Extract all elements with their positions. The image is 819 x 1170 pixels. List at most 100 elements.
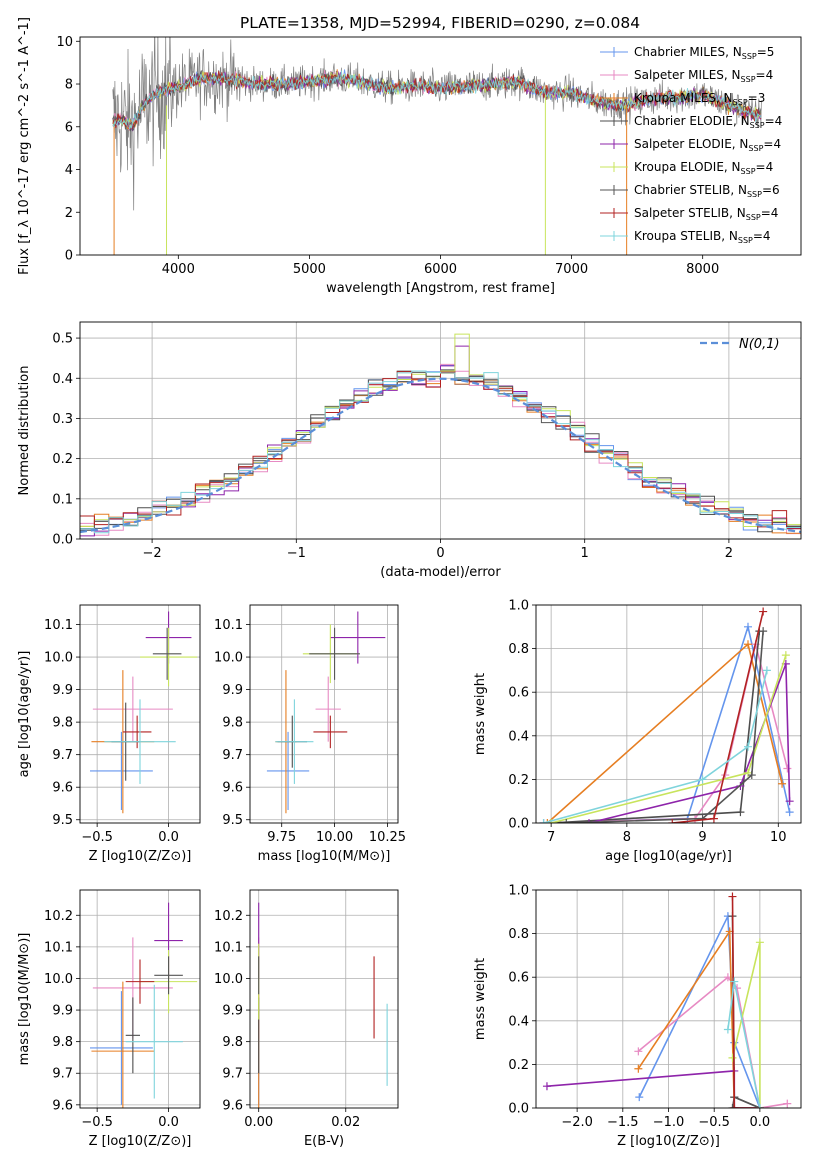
x-tick-label: −0.5: [698, 1115, 730, 1130]
x-tick-label: 4000: [162, 262, 195, 277]
legend-label-eq: =6: [762, 183, 780, 197]
weight-marker-kroupa_miles: [744, 640, 752, 649]
y-tick-label: 10.0: [44, 651, 73, 666]
weight-marker-kroupa_stelib: [762, 666, 771, 675]
weight-marker-salpeter_stelib: [759, 607, 768, 616]
weight-marker-chabrier_stelib: [728, 1104, 737, 1108]
x-tick-label: 7: [547, 830, 555, 845]
y-tick-label: 0.3: [52, 412, 73, 427]
x-axis-label: Z [log10(Z/Z⊙)]: [89, 849, 192, 864]
weight-marker-kroupa_stelib: [539, 819, 548, 823]
y-tick-label: 9.6: [52, 781, 73, 796]
x-tick-label: −2.0: [561, 1115, 593, 1130]
plot-area-age_vs_Z: [90, 611, 198, 814]
legend-label-text: Kroupa MILES, N: [634, 91, 733, 105]
weight-marker-kroupa_miles: [634, 1064, 643, 1073]
x-tick-label: 10: [770, 830, 787, 845]
weight-marker-salpeter_miles: [783, 764, 792, 773]
y-tick-label: 9.7: [52, 1067, 73, 1082]
x-tick-label: 8000: [686, 262, 719, 277]
legend-label-sub: SSP: [738, 236, 753, 245]
weight-marker-kroupa_stelib: [723, 1025, 732, 1034]
x-tick-label: 9: [698, 830, 706, 845]
y-tick-label: 9.9: [52, 1004, 73, 1019]
legend-label-text: Kroupa STELIB, N: [634, 229, 738, 243]
legend-label-text: Chabrier MILES, N: [634, 45, 742, 59]
weight-marker-kroupa_stelib: [730, 977, 739, 986]
panel-mass_vs_ebv: 0.00 0.02 9.6 9.7 9.8 9.9 10.0 10.1 10.2 E(B-V): [214, 889, 399, 1149]
y-tick-label: 10.1: [214, 618, 243, 633]
x-axis-label: Z [log10(Z/Z⊙)]: [617, 1134, 720, 1149]
plot-area-weight_vs_age: [539, 607, 794, 823]
x-axis-label: mass [log10(M/M⊙)]: [258, 849, 391, 864]
legend-label-eq: =4: [761, 206, 779, 220]
weight-marker-salpeter_elodie: [542, 1082, 551, 1091]
weight-line-kroupa_stelib: [543, 670, 768, 823]
figure-title: PLATE=1358, MJD=52994, FIBERID=0290, z=0…: [240, 14, 640, 32]
y-tick-label: 10.1: [44, 618, 73, 633]
weight-marker-chabrier_miles: [744, 622, 752, 631]
weight-marker-salpeter_miles: [783, 1099, 792, 1108]
plot-area-mass_vs_ebv: [258, 902, 388, 1108]
legend-label-sub: SSP: [746, 213, 761, 222]
y-tick-label: 9.7: [52, 748, 73, 763]
x-tick-label: 0.02: [331, 1115, 360, 1130]
plot-area-weight_vs_Z: [542, 892, 792, 1108]
legend-label: Kroupa STELIB, NSSP=4: [634, 229, 771, 245]
y-tick-label: 0: [65, 249, 73, 264]
y-tick-label: 6: [65, 120, 73, 135]
y-tick-label: 0.0: [508, 1102, 529, 1117]
x-tick-label: −1: [287, 546, 306, 561]
y-tick-label: 0.4: [52, 372, 73, 387]
x-tick-label: 10.25: [369, 830, 406, 845]
axes-frame: [249, 604, 399, 824]
panel-residuals: −2 −1 0 1 2 0.0 0.1 0.2 0.3 0.4 0.5 (data-model)/er…: [17, 321, 802, 580]
y-tick-label: 0.8: [508, 927, 529, 942]
x-tick-label: 8: [623, 830, 631, 845]
x-tick-label: −1.5: [607, 1115, 639, 1130]
normal-distribution-curve: [80, 377, 801, 534]
legend-label-eq: =4: [756, 160, 774, 174]
y-axis-label: mass [log10(M/M⊙)]: [17, 933, 32, 1066]
panel-weight_vs_Z: −2.0 −1.5 −1.0 −0.5 0.0 0.0 0.2 0.4 0.6 0.8 1.0 Z […: [473, 884, 802, 1149]
y-tick-label: 0.4: [508, 729, 529, 744]
legend-label: Kroupa ELODIE, NSSP=4: [634, 160, 773, 176]
legend-label-eq: =4: [763, 137, 781, 151]
legend-label-sub: SSP: [741, 167, 756, 176]
y-tick-label: 0.6: [508, 971, 529, 986]
x-tick-label: 0.0: [158, 830, 179, 845]
plot-area-residuals: [80, 333, 801, 537]
legend-label-text: Chabrier STELIB, N: [634, 183, 747, 197]
weight-marker-salpeter_stelib: [709, 814, 718, 823]
x-tick-label: −1.0: [653, 1115, 685, 1130]
legend-label-text: Chabrier ELODIE, N: [634, 114, 750, 128]
y-tick-label: 0.2: [52, 452, 73, 467]
y-tick-label: 9.8: [222, 716, 243, 731]
weight-marker-salpeter_stelib: [730, 1104, 739, 1108]
x-axis-label: age [log10(age/yr)]: [605, 849, 732, 864]
panel-age_vs_mass: 9.75 10.00 10.25 9.5 9.6 9.7 9.8 9.9 10.0 10.1 mas…: [214, 604, 406, 864]
y-axis-label: mass weight: [473, 958, 488, 1040]
weight-marker-chabrier_stelib: [562, 819, 571, 823]
weight-marker-salpeter_miles: [634, 1047, 643, 1056]
y-tick-label: 10.2: [214, 909, 243, 924]
legend-label: Chabrier ELODIE, NSSP=4: [634, 114, 782, 130]
legend-label-eq: =4: [756, 68, 774, 82]
y-tick-label: 0.0: [508, 817, 529, 832]
y-tick-label: 9.7: [222, 1067, 243, 1082]
y-tick-label: 9.8: [52, 716, 73, 731]
plot-area-spectrum: [112, 37, 762, 255]
weight-marker-chabrier_stelib: [698, 814, 707, 823]
y-tick-label: 0.2: [508, 773, 529, 788]
legend-label-sub: SSP: [748, 144, 763, 153]
x-tick-label: 2: [725, 546, 733, 561]
weight-line-salpeter_miles: [637, 976, 788, 1108]
legend-label-text: Salpeter ELODIE, N: [634, 137, 748, 151]
legend-label-sub: SSP: [747, 190, 762, 199]
x-tick-label: 0.0: [158, 1115, 179, 1130]
weight-marker-salpeter_stelib: [668, 819, 677, 823]
axes-frame: [79, 36, 802, 256]
x-tick-label: 5000: [293, 262, 326, 277]
y-tick-label: 0.1: [52, 492, 73, 507]
